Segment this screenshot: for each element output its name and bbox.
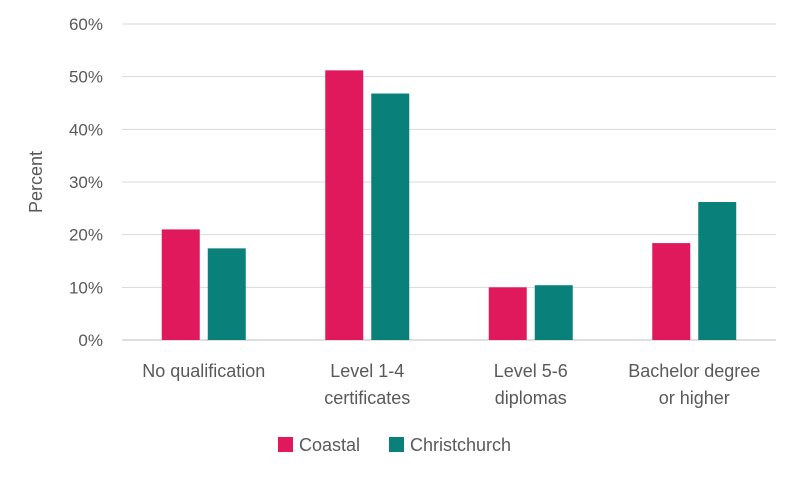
legend: Coastal Christchurch (278, 435, 511, 455)
x-category-label: Bachelor degree or higher (628, 361, 760, 408)
y-axis-ticks: 0% 10% 20% 30% 40% 50% 60% (69, 15, 103, 350)
bar-christchurch (371, 93, 410, 341)
bar-coastal (325, 70, 364, 340)
bar-christchurch (698, 202, 737, 340)
x-category-label: Level 1-4 certificates (324, 361, 410, 408)
y-tick-label: 60% (69, 15, 103, 34)
y-tick-label: 50% (69, 68, 103, 87)
x-category-label: Level 5-6 diplomas (494, 361, 568, 408)
y-tick-label: 0% (78, 331, 103, 350)
x-axis-labels: No qualification Level 1-4 certificates Lev… (142, 361, 760, 408)
legend-swatch-christchurch (389, 437, 404, 452)
y-tick-label: 40% (69, 120, 103, 139)
y-tick-label: 30% (69, 173, 103, 192)
x-category-label: No qualification (142, 361, 265, 381)
legend-swatch-coastal (278, 437, 293, 452)
bar-coastal (652, 243, 691, 340)
y-tick-label: 10% (69, 278, 103, 297)
bars (161, 70, 737, 341)
bar-christchurch (534, 285, 573, 340)
legend-label-christchurch: Christchurch (410, 435, 511, 455)
y-tick-label: 20% (69, 226, 103, 245)
legend-label-coastal: Coastal (299, 435, 360, 455)
bar-coastal (161, 229, 200, 340)
bar-christchurch (207, 248, 246, 340)
y-axis-label: Percent (26, 151, 46, 213)
bar-coastal (488, 287, 527, 340)
